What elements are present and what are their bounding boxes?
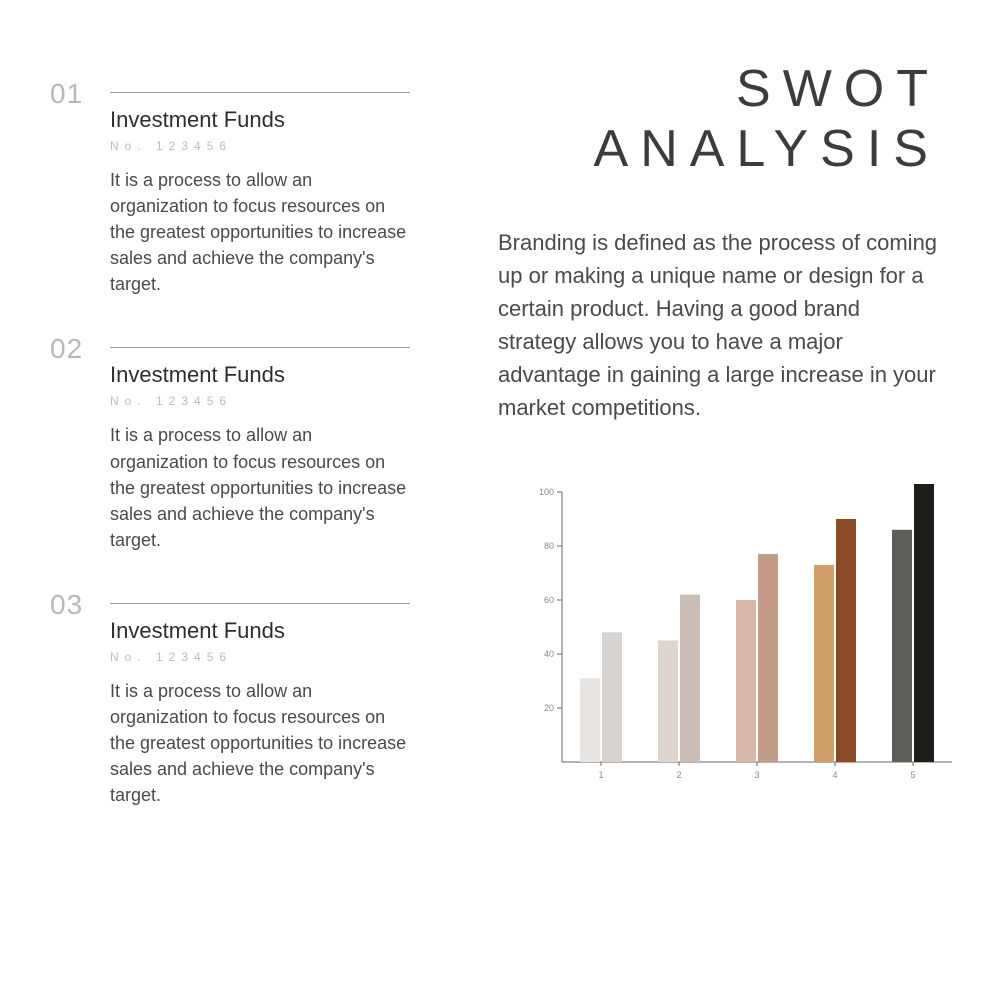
section-numeral-col: 03 <box>50 591 110 808</box>
svg-text:100: 100 <box>539 487 554 497</box>
section-01: 01 Investment Funds No. 123456 It is a p… <box>50 80 410 297</box>
section-title: Investment Funds <box>110 107 410 133</box>
section-subtitle: No. 123456 <box>110 139 410 153</box>
right-column: SWOT ANALYSIS Branding is defined as the… <box>450 0 1000 1000</box>
page-title: SWOT ANALYSIS <box>490 60 960 180</box>
svg-text:20: 20 <box>544 703 554 713</box>
section-title: Investment Funds <box>110 618 410 644</box>
section-content: Investment Funds No. 123456 It is a proc… <box>110 80 410 297</box>
svg-text:80: 80 <box>544 541 554 551</box>
page-title-line2: ANALYSIS <box>594 120 940 178</box>
section-body: It is a process to allow an organization… <box>110 678 410 808</box>
section-numeral: 03 <box>50 591 110 619</box>
section-numeral-col: 02 <box>50 335 110 552</box>
section-title: Investment Funds <box>110 362 410 388</box>
page-title-line1: SWOT <box>736 60 940 118</box>
svg-text:5: 5 <box>910 770 915 780</box>
section-rule <box>110 603 410 604</box>
section-03: 03 Investment Funds No. 123456 It is a p… <box>50 591 410 808</box>
section-body: It is a process to allow an organization… <box>110 422 410 552</box>
svg-text:3: 3 <box>754 770 759 780</box>
section-content: Investment Funds No. 123456 It is a proc… <box>110 335 410 552</box>
svg-text:4: 4 <box>832 770 837 780</box>
left-column: 01 Investment Funds No. 123456 It is a p… <box>0 0 450 1000</box>
section-rule <box>110 92 410 93</box>
bar-chart-svg: 20 40 60 80 100 1 2 3 4 5 <box>520 484 960 804</box>
section-subtitle: No. 123456 <box>110 394 410 408</box>
svg-text:40: 40 <box>544 649 554 659</box>
page-summary: Branding is defined as the process of co… <box>490 226 960 424</box>
svg-text:2: 2 <box>676 770 681 780</box>
section-numeral: 01 <box>50 80 110 108</box>
svg-text:1: 1 <box>598 770 603 780</box>
bar-chart: 20 40 60 80 100 1 2 3 4 5 <box>490 484 960 809</box>
section-subtitle: No. 123456 <box>110 650 410 664</box>
section-rule <box>110 347 410 348</box>
section-02: 02 Investment Funds No. 123456 It is a p… <box>50 335 410 552</box>
svg-text:60: 60 <box>544 595 554 605</box>
section-numeral-col: 01 <box>50 80 110 297</box>
section-content: Investment Funds No. 123456 It is a proc… <box>110 591 410 808</box>
section-body: It is a process to allow an organization… <box>110 167 410 297</box>
section-numeral: 02 <box>50 335 110 363</box>
